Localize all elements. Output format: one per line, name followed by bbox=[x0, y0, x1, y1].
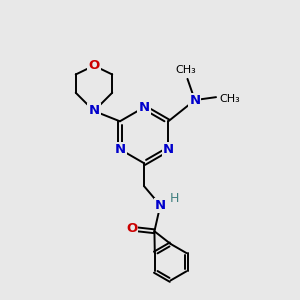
Text: N: N bbox=[139, 101, 150, 114]
Text: N: N bbox=[163, 143, 174, 156]
Text: CH₃: CH₃ bbox=[219, 94, 240, 103]
Text: N: N bbox=[155, 199, 166, 212]
Text: O: O bbox=[126, 222, 137, 236]
Text: O: O bbox=[88, 59, 100, 72]
Text: H: H bbox=[170, 192, 179, 206]
Text: N: N bbox=[189, 94, 200, 106]
Text: N: N bbox=[88, 104, 100, 118]
Text: N: N bbox=[114, 143, 125, 156]
Text: CH₃: CH₃ bbox=[176, 65, 197, 75]
